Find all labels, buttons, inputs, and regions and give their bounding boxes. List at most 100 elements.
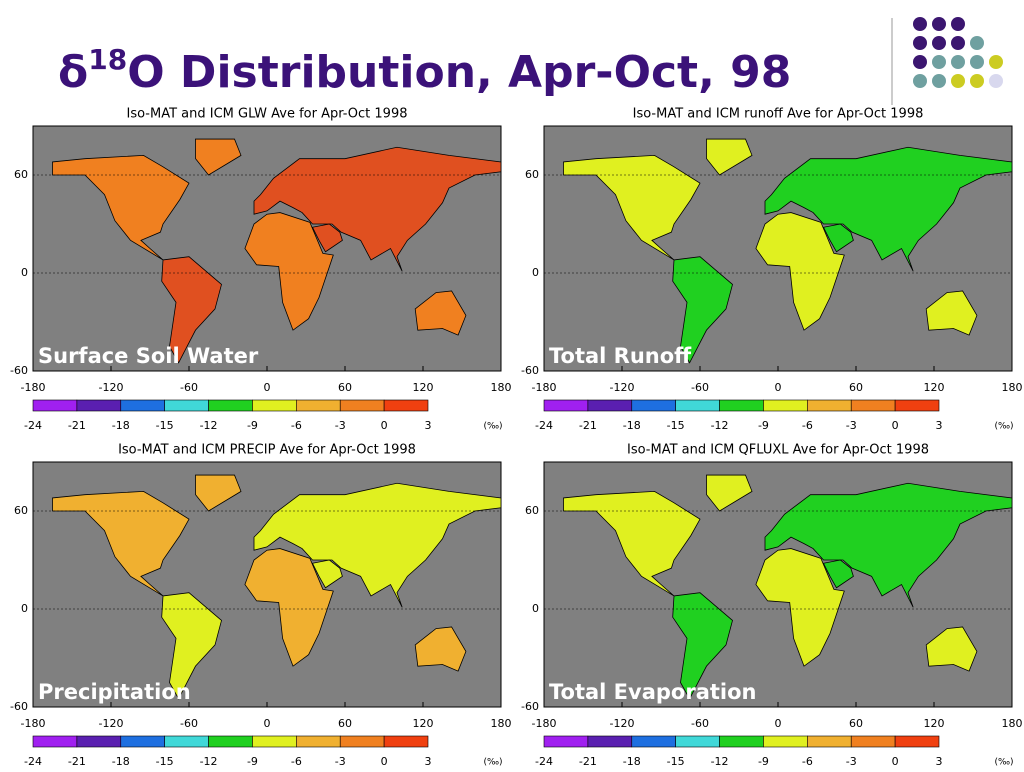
lat-tick-label: 60	[525, 504, 539, 517]
landmass	[764, 482, 1013, 608]
colorbar-tick-label: -21	[68, 419, 86, 432]
colorbar-tick-label: -24	[24, 755, 42, 768]
landmass	[414, 290, 467, 336]
colorbar-tick-label: -9	[247, 419, 258, 432]
colorbar-box	[675, 735, 720, 748]
landmass	[563, 154, 701, 261]
landmass	[253, 146, 502, 272]
panel-label: Total Runoff	[549, 344, 692, 368]
colorbar-box	[120, 399, 165, 412]
colorbar-box	[894, 399, 940, 412]
colorbar-box	[807, 399, 852, 412]
colorbar-tick-label: -15	[667, 419, 685, 432]
lon-tick-label: 0	[775, 717, 782, 730]
colorbar-tick-label: -15	[667, 755, 685, 768]
lon-tick-label: 0	[264, 717, 271, 730]
colorbar-tick-label: -3	[846, 755, 857, 768]
landmass	[244, 548, 334, 667]
landmass	[925, 290, 978, 336]
lat-tick-label: 60	[14, 168, 28, 181]
colorbar-tick-label: -21	[579, 419, 597, 432]
colorbar-box	[252, 399, 297, 412]
title-superscript: 18	[88, 43, 127, 76]
colorbar-box	[850, 399, 896, 412]
landmass	[195, 474, 242, 512]
lon-tick-label: 180	[491, 717, 512, 730]
colorbar-tick-label: -21	[68, 755, 86, 768]
landmass	[755, 548, 845, 667]
map-panel: Iso-MAT and ICM QFLUXL Ave for Apr-Oct 1…	[521, 443, 1022, 769]
lon-tick-label: -60	[691, 381, 709, 394]
colorbar-tick-label: -18	[623, 755, 641, 768]
landmass	[755, 212, 845, 331]
landmass	[253, 482, 502, 608]
lon-tick-label: -120	[99, 381, 124, 394]
colorbar-box	[296, 399, 341, 412]
colorbar-tick-label: 0	[381, 419, 388, 432]
landmass	[706, 138, 753, 176]
slide-title: δ18O Distribution, Apr-Oct, 98	[58, 43, 791, 98]
colorbar-tick-label: -24	[535, 419, 553, 432]
panel-label: Precipitation	[38, 680, 191, 704]
colorbar-box	[675, 399, 720, 412]
colorbar-box	[296, 735, 341, 748]
colorbar-tick-label: -12	[711, 419, 729, 432]
colorbar-box	[252, 735, 297, 748]
lon-tick-label: -60	[691, 717, 709, 730]
lon-tick-label: -180	[21, 381, 46, 394]
colorbar-box	[164, 399, 209, 412]
lat-tick-label: -60	[521, 700, 539, 713]
lon-tick-label: 120	[413, 381, 434, 394]
landmass	[672, 592, 733, 700]
colorbar-tick-label: -12	[711, 755, 729, 768]
panel-title: Iso-MAT and ICM QFLUXL Ave for Apr-Oct 1…	[627, 443, 929, 458]
colorbar-tick-label: 3	[936, 419, 943, 432]
colorbar-tick-label: -15	[156, 755, 174, 768]
landmass	[563, 490, 701, 597]
colorbar-box	[164, 735, 209, 748]
colorbar-tick-label: -18	[112, 419, 130, 432]
colorbar-tick-label: -18	[112, 755, 130, 768]
panel-title: Iso-MAT and ICM GLW Ave for Apr-Oct 1998	[127, 107, 408, 122]
lon-tick-label: -180	[532, 717, 557, 730]
map-panel: Iso-MAT and ICM GLW Ave for Apr-Oct 1998…	[10, 107, 511, 433]
lon-tick-label: 0	[775, 381, 782, 394]
lat-tick-label: 0	[21, 602, 28, 615]
colorbar-box	[76, 735, 122, 748]
colorbar-tick-label: -24	[24, 419, 42, 432]
lon-tick-label: 60	[849, 717, 863, 730]
landmass	[822, 559, 854, 589]
lon-tick-label: 0	[264, 381, 271, 394]
colorbar-box	[763, 735, 808, 748]
lon-tick-label: -120	[610, 381, 635, 394]
lon-tick-label: 180	[1002, 717, 1023, 730]
colorbar-tick-label: -9	[758, 419, 769, 432]
colorbar-tick-label: -12	[200, 755, 218, 768]
colorbar-box	[719, 735, 764, 748]
lon-tick-label: 120	[924, 381, 945, 394]
colorbar-tick-label: 0	[892, 755, 899, 768]
colorbar-tick-label: -3	[335, 755, 346, 768]
lat-tick-label: -60	[521, 364, 539, 377]
colorbar-tick-label: -18	[623, 419, 641, 432]
lat-tick-label: 0	[532, 266, 539, 279]
colorbar-tick-label: -24	[535, 755, 553, 768]
colorbar-unit: (‰)	[994, 758, 1013, 768]
lat-tick-label: 60	[14, 504, 28, 517]
colorbar-tick-label: -6	[802, 755, 813, 768]
colorbar-tick-label: -6	[291, 419, 302, 432]
lat-tick-label: 60	[525, 168, 539, 181]
landmass	[414, 626, 467, 672]
title-prefix: δ	[58, 47, 88, 98]
map-panel: Iso-MAT and ICM PRECIP Ave for Apr-Oct 1…	[10, 443, 511, 769]
colorbar-tick-label: -6	[291, 755, 302, 768]
colorbar-box	[120, 735, 165, 748]
lon-tick-label: -60	[180, 381, 198, 394]
colorbar-tick-label: 0	[381, 755, 388, 768]
lon-tick-label: -180	[532, 381, 557, 394]
colorbar-unit: (‰)	[994, 422, 1013, 432]
colorbar-tick-label: -9	[758, 755, 769, 768]
lon-tick-label: -120	[610, 717, 635, 730]
lat-tick-label: 0	[532, 602, 539, 615]
